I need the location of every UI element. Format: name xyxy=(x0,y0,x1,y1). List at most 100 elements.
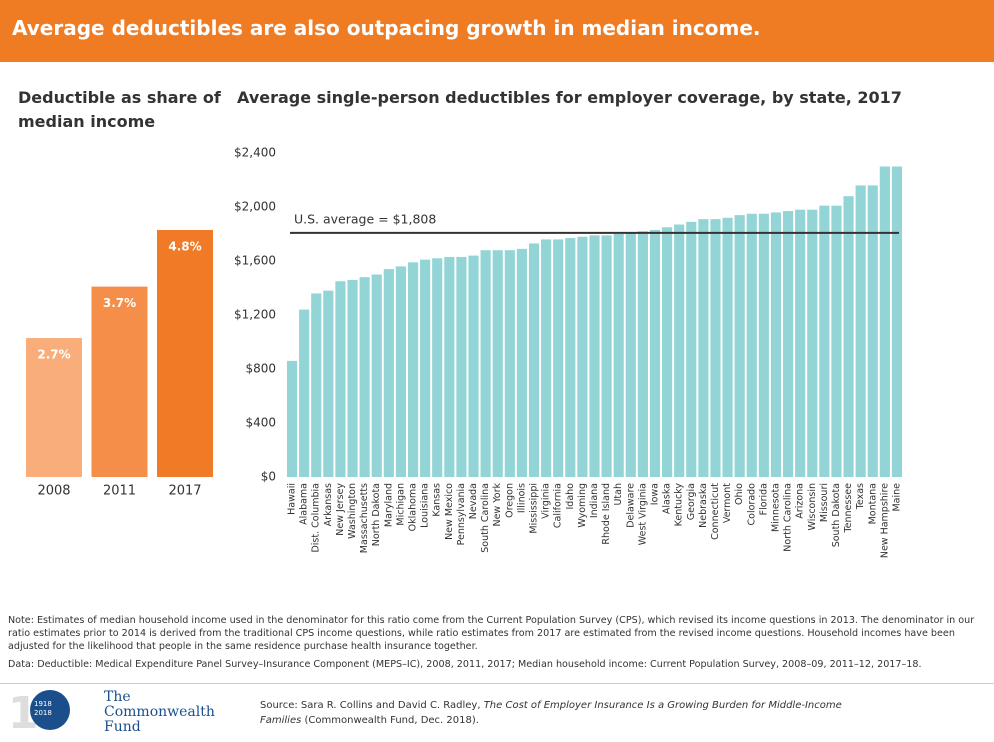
x-tick-label: Wisconsin xyxy=(807,483,818,530)
x-tick-label: Pennsylvania xyxy=(456,483,467,545)
x-tick-label: Oklahoma xyxy=(408,483,419,531)
bar xyxy=(674,224,685,477)
x-tick-label: South Dakota xyxy=(831,483,842,547)
bar xyxy=(686,221,697,477)
x-tick-label: Arizona xyxy=(795,483,806,519)
x-tick-label: Dist. Columbia xyxy=(311,483,322,553)
x-tick-label: Delaware xyxy=(625,483,636,528)
logo-year: 1918 xyxy=(34,700,52,708)
x-tick-label: Kansas xyxy=(432,483,443,517)
bar xyxy=(432,258,443,477)
bar xyxy=(311,293,322,477)
x-tick-label: North Dakota xyxy=(371,483,382,546)
x-tick-label: South Carolina xyxy=(480,483,491,553)
x-tick-label: Georgia xyxy=(686,483,697,520)
x-tick-label: Indiana xyxy=(589,483,600,518)
bar xyxy=(867,185,878,477)
bar xyxy=(407,262,419,477)
bar xyxy=(565,238,576,477)
x-tick-label: Arkansas xyxy=(323,483,334,526)
x-tick-label: Kentucky xyxy=(674,483,685,527)
bar xyxy=(613,234,624,477)
x-tick-label: North Carolina xyxy=(783,483,794,552)
bar xyxy=(157,230,213,477)
bar xyxy=(831,205,842,477)
x-tick-label: Alaska xyxy=(662,483,673,514)
y-tick-label: $1,600 xyxy=(234,254,276,268)
bar xyxy=(286,360,298,477)
x-tick-label: Missouri xyxy=(819,483,830,522)
x-tick-label: Maryland xyxy=(383,483,394,527)
x-tick-label: Ohio xyxy=(734,483,745,505)
bar xyxy=(649,229,661,477)
header-title: Average deductibles are also outpacing g… xyxy=(12,16,761,40)
bar xyxy=(855,185,866,477)
data-note: Data: Deductible: Medical Expenditure Pa… xyxy=(8,659,922,670)
x-tick-label: Alabama xyxy=(299,483,310,525)
separator xyxy=(0,683,994,684)
bar xyxy=(795,209,806,477)
x-tick-label: New Jersey xyxy=(335,483,346,536)
bar xyxy=(553,239,564,477)
bar xyxy=(420,259,431,477)
value-label: 4.8% xyxy=(168,240,201,254)
y-tick-label: $2,000 xyxy=(234,200,276,214)
bar xyxy=(444,256,455,477)
x-tick-label: Illinois xyxy=(516,483,527,513)
x-tick-label: Colorado xyxy=(746,483,757,526)
x-tick-label: Montana xyxy=(867,483,878,524)
bar xyxy=(359,277,370,477)
x-tick-label: West Virginia xyxy=(637,483,648,545)
bar xyxy=(468,255,479,477)
x-tick-label: Iowa xyxy=(649,483,660,505)
bar xyxy=(516,248,527,477)
x-tick-label: New York xyxy=(492,483,503,527)
bar xyxy=(383,269,394,477)
x-tick-label: Idaho xyxy=(565,483,576,510)
x-tick-label: Florida xyxy=(758,483,769,515)
x-tick-label: Virginia xyxy=(541,483,552,519)
bar xyxy=(335,281,346,477)
bar xyxy=(843,196,854,477)
note: Note: Estimates of median household inco… xyxy=(8,615,975,652)
bar xyxy=(577,236,588,477)
bar xyxy=(26,338,82,477)
x-tick-label: Rhode Island xyxy=(601,483,612,545)
bar xyxy=(746,213,757,477)
x-tick-label: California xyxy=(553,483,564,528)
logo-circle xyxy=(30,690,70,730)
x-tick-label: Connecticut xyxy=(710,483,721,540)
logo-years: 1918 2018 xyxy=(34,700,52,718)
x-tick-label: Oregon xyxy=(504,483,515,518)
bar xyxy=(480,250,491,477)
bar xyxy=(637,231,648,477)
bar xyxy=(710,219,721,477)
source-prefix: Source: Sara R. Collins and David C. Rad… xyxy=(260,700,484,711)
y-tick-label: $0 xyxy=(261,470,276,484)
x-tick-label: Maine xyxy=(891,483,902,512)
bar xyxy=(456,256,467,477)
x-tick-label: Tennessee xyxy=(843,483,854,534)
bar xyxy=(541,239,552,477)
logo-name: The Commonwealth Fund xyxy=(104,689,215,735)
source-title: The Cost of Employer Insurance Is a Grow… xyxy=(260,700,842,726)
bar xyxy=(347,279,358,477)
bar xyxy=(625,232,636,477)
y-tick-label: $800 xyxy=(245,362,276,376)
chart-title: Deductible as share of median income xyxy=(18,88,221,131)
y-tick-label: $1,200 xyxy=(234,308,276,322)
bar xyxy=(819,205,830,477)
bar xyxy=(601,235,612,477)
header-band xyxy=(0,0,994,62)
x-tick-label: 2008 xyxy=(37,484,70,499)
source-suffix: (Commonwealth Fund, Dec. 2018). xyxy=(301,715,479,726)
y-tick-label: $400 xyxy=(245,416,276,430)
chart-title: Average single-person deductibles for em… xyxy=(237,88,902,107)
x-tick-label: Michigan xyxy=(395,483,406,526)
x-tick-label: Louisiana xyxy=(420,483,431,528)
x-tick-label: 2017 xyxy=(168,484,201,499)
bar xyxy=(698,219,709,477)
x-tick-label: Nebraska xyxy=(698,483,709,528)
source: Source: Sara R. Collins and David C. Rad… xyxy=(260,698,880,728)
